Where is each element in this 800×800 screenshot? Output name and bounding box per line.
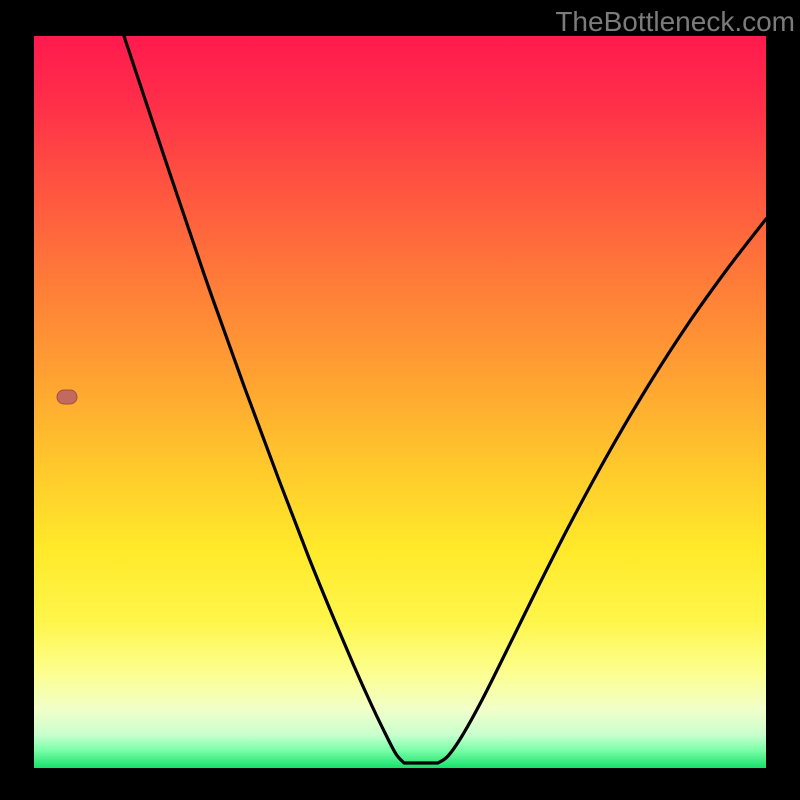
bottleneck-curve [124, 36, 766, 763]
watermark-text: TheBottleneck.com [555, 6, 795, 38]
optimum-marker [57, 390, 77, 404]
chart-container: { "canvas": { "width": 800, "height": 80… [0, 0, 800, 800]
plot-area [34, 36, 766, 768]
curve-svg [34, 36, 766, 768]
